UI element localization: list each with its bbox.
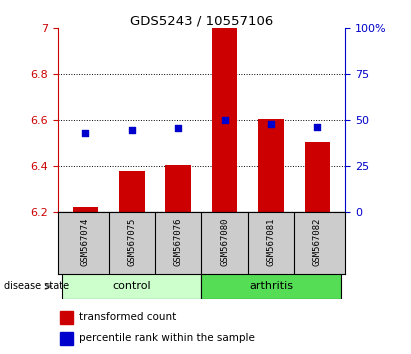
Point	[268, 121, 274, 127]
Title: GDS5243 / 10557106: GDS5243 / 10557106	[130, 14, 273, 27]
Bar	[73, 207, 98, 212]
Bar	[60, 332, 74, 345]
Text: transformed count: transformed count	[79, 312, 176, 322]
Text: GSM567082: GSM567082	[313, 217, 322, 266]
Text: GSM567081: GSM567081	[266, 217, 275, 266]
Text: control: control	[113, 281, 151, 291]
Point	[82, 130, 89, 136]
Text: percentile rank within the sample: percentile rank within the sample	[79, 333, 255, 343]
Bar	[165, 165, 191, 212]
Bar	[305, 142, 330, 212]
Bar	[258, 119, 284, 212]
Text: GSM567080: GSM567080	[220, 217, 229, 266]
Point	[221, 118, 228, 123]
Bar	[119, 171, 145, 212]
Bar	[60, 311, 74, 324]
Text: GSM567076: GSM567076	[174, 217, 182, 266]
Text: arthritis: arthritis	[249, 281, 293, 291]
Bar	[212, 28, 238, 212]
Bar	[201, 274, 341, 299]
Bar	[62, 274, 201, 299]
Text: GSM567075: GSM567075	[127, 217, 136, 266]
Text: GSM567074: GSM567074	[81, 217, 90, 266]
Point	[175, 125, 182, 131]
Text: disease state: disease state	[4, 281, 69, 291]
Point	[129, 128, 135, 133]
Point	[314, 124, 321, 130]
